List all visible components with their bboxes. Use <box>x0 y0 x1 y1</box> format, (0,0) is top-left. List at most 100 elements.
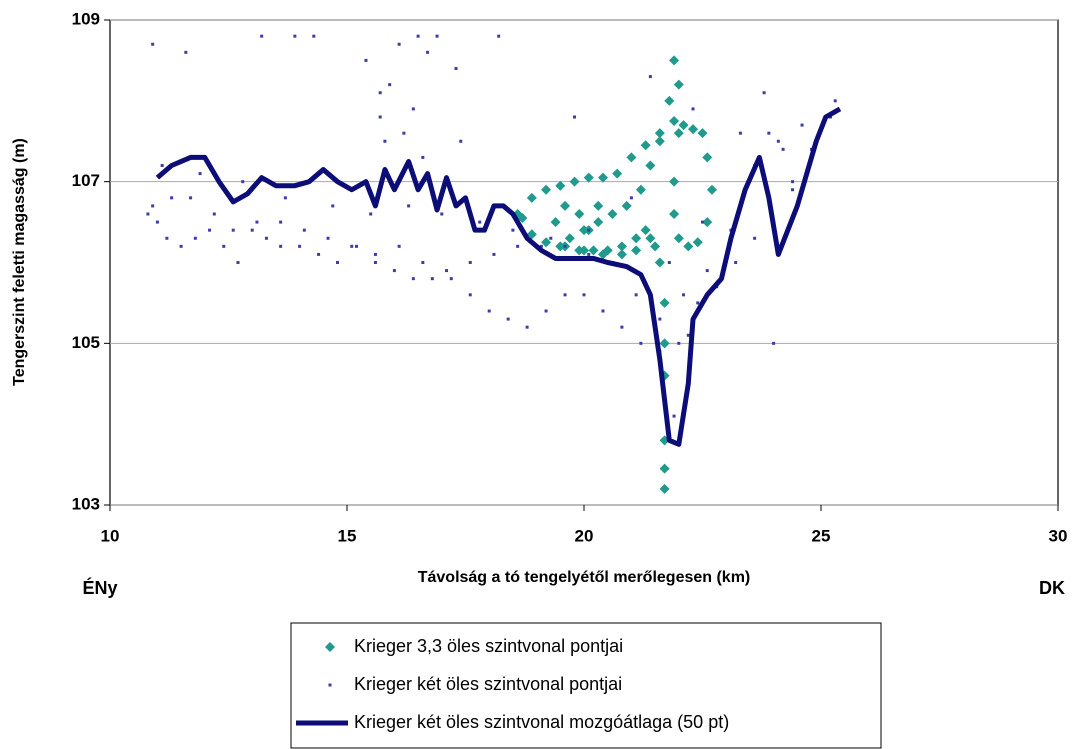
y-tick-label: 107 <box>72 171 100 190</box>
diamond-point <box>669 55 680 66</box>
diamond-point <box>597 249 608 260</box>
diamond-point <box>683 241 694 252</box>
dot-point <box>658 317 662 321</box>
dot-point <box>696 301 700 305</box>
dot-point <box>454 67 458 70</box>
diamond-point <box>555 180 566 191</box>
dot-point <box>459 139 463 143</box>
diamond-point <box>673 79 684 90</box>
dot-point <box>776 139 780 143</box>
dot-point <box>336 261 340 264</box>
dot-point <box>373 261 377 264</box>
dot-point <box>283 196 287 200</box>
dot-point <box>430 277 434 281</box>
dot-point <box>506 317 510 321</box>
diamond-point <box>621 200 632 211</box>
dot-point <box>468 293 472 297</box>
dot-point <box>302 228 306 232</box>
dot-point <box>629 196 633 200</box>
diamond-point <box>640 140 651 151</box>
dot-point <box>293 34 297 38</box>
dot-point <box>767 131 771 135</box>
diamond-point <box>631 233 642 244</box>
diamond-point <box>635 184 646 195</box>
diamond-point <box>659 297 670 308</box>
dot-point <box>601 309 605 313</box>
dot-point <box>250 228 254 232</box>
dot-point <box>445 269 449 273</box>
dot-point <box>487 309 491 313</box>
x-tick-label: 30 <box>1049 526 1068 545</box>
dot-point <box>449 277 453 281</box>
dot-point <box>516 244 520 248</box>
diamond-point <box>612 168 623 179</box>
diamond-point <box>569 176 580 187</box>
legend-marker <box>325 642 335 652</box>
diamond-point <box>626 152 637 163</box>
diamond-point <box>688 124 699 135</box>
dot-point <box>411 107 415 111</box>
dot-point <box>170 196 174 200</box>
dot-point <box>421 155 425 159</box>
dot-point <box>151 42 155 46</box>
dot-point <box>151 204 155 208</box>
diamond-point <box>526 229 537 240</box>
diamond-point <box>669 209 680 219</box>
diamond-point <box>706 184 717 195</box>
dot-point <box>411 277 415 281</box>
dot-point <box>298 244 302 248</box>
legend <box>290 622 882 749</box>
dot-point <box>392 269 396 273</box>
dot-point <box>478 220 482 224</box>
diamond-point <box>593 217 604 228</box>
diamond-point <box>607 209 618 219</box>
diamond-point <box>541 237 552 248</box>
dot-point <box>833 99 837 103</box>
diamond-point <box>669 176 680 187</box>
dot-point <box>397 244 401 248</box>
dot-point <box>312 34 316 38</box>
diamond-point <box>664 95 675 106</box>
dot-point <box>682 293 686 297</box>
dot-point <box>468 261 472 264</box>
dot-point <box>573 115 577 119</box>
diamond-point <box>560 200 571 211</box>
dot-point <box>231 228 235 232</box>
dot-point <box>705 269 709 273</box>
diamond-point <box>526 192 537 203</box>
x-tick-label: 15 <box>338 526 357 545</box>
dot-point <box>193 236 197 240</box>
diamond-point <box>597 172 608 183</box>
diamond-point <box>550 217 561 228</box>
dot-point <box>753 236 757 240</box>
dot-point <box>648 75 652 79</box>
dot-point <box>383 139 387 143</box>
dot-point <box>734 261 738 264</box>
dot-point <box>317 252 321 256</box>
dot-point <box>160 164 164 167</box>
dot-point <box>421 261 425 264</box>
diamond-point <box>669 116 680 127</box>
diamond-point <box>702 217 713 228</box>
dot-point <box>350 244 354 248</box>
diamond-point <box>659 463 670 474</box>
diamond-point <box>541 184 552 195</box>
dot-point <box>326 236 330 240</box>
dot-point <box>279 244 283 248</box>
dot-point <box>762 91 766 95</box>
diamond-point <box>673 128 684 139</box>
dot-point <box>677 341 681 345</box>
diamond-point <box>659 338 670 349</box>
dot-point <box>544 309 548 313</box>
dot-point <box>184 50 188 54</box>
dot-point <box>378 91 382 95</box>
diamond-point <box>517 213 528 224</box>
x-tick-label: 20 <box>575 526 594 545</box>
dot-point <box>222 244 226 248</box>
diamond-point <box>659 483 670 494</box>
dot-point <box>639 341 643 345</box>
dot-point <box>525 325 529 329</box>
dot-point <box>208 228 212 232</box>
diamond-point <box>697 128 708 139</box>
